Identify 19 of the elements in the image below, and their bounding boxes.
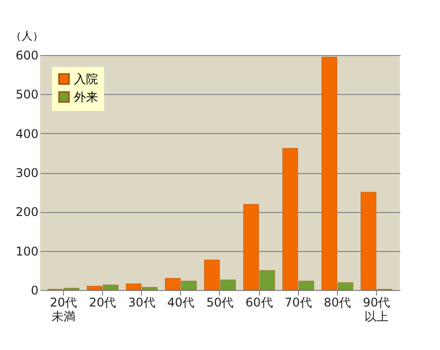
- y-tick-label: 200: [16, 205, 38, 220]
- legend-label: 外来: [74, 90, 98, 104]
- y-tick-label: 0: [30, 284, 38, 298]
- x-tick-label: 70代: [284, 296, 312, 310]
- y-tick-label: 400: [16, 126, 38, 141]
- y-tick-label: 500: [16, 88, 38, 102]
- x-tick-label: 20代: [88, 296, 116, 310]
- legend-label: 入院: [74, 72, 98, 86]
- y-axis-title: （人）: [10, 30, 44, 42]
- x-tick-label: 90代以上: [362, 296, 390, 324]
- x-tick-label: 60代: [245, 296, 273, 310]
- y-tick-label: 600: [16, 48, 38, 62]
- y-tick-label: 100: [16, 244, 38, 258]
- x-tick-label: 80代: [324, 296, 352, 310]
- x-tick-label: 30代: [128, 296, 156, 310]
- y-tick-label: 300: [16, 166, 38, 180]
- x-tick-label: 20代未満: [50, 296, 78, 324]
- x-tick-label: 50代: [206, 296, 234, 310]
- x-tick-label: 40代: [167, 296, 195, 310]
